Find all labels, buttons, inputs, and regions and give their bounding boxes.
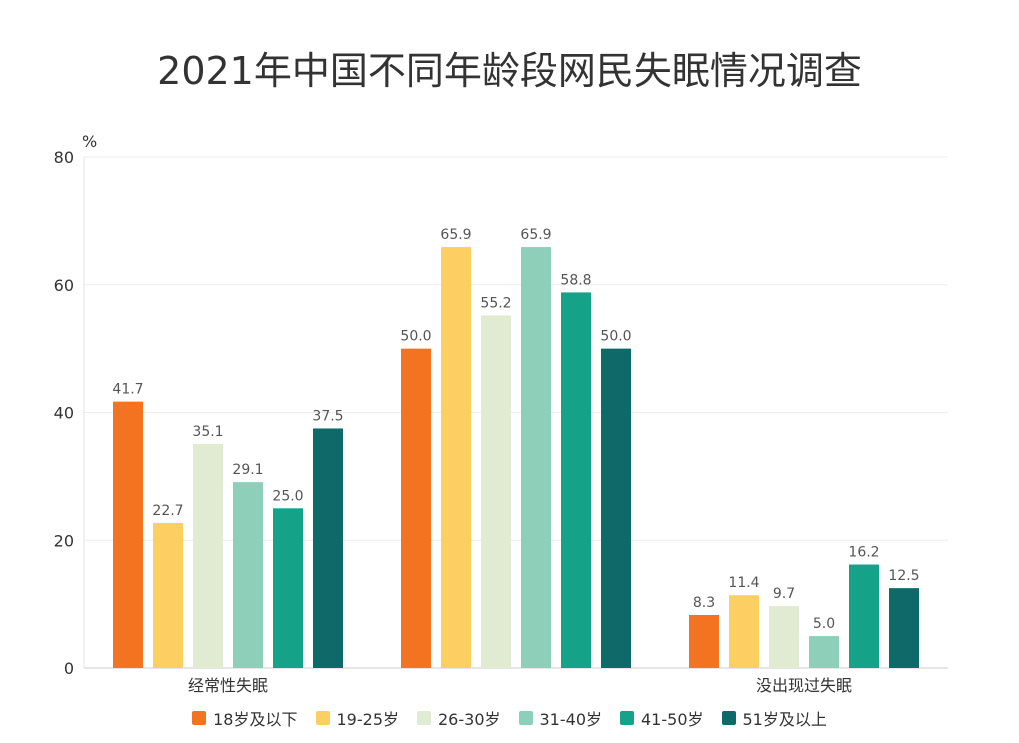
legend-item[interactable]: 31-40岁 — [518, 706, 603, 730]
bar — [769, 606, 799, 668]
data-label: 35.1 — [192, 424, 223, 440]
bar — [521, 247, 551, 668]
legend-label: 51岁及以上 — [742, 710, 827, 729]
legend-item[interactable]: 41-50岁 — [620, 706, 704, 730]
data-label: 55.2 — [480, 295, 511, 311]
bar — [601, 348, 631, 668]
x-tick-label: 没出现过失眠 — [756, 676, 852, 695]
data-label: 5.0 — [813, 616, 835, 632]
legend: 18岁及以下 19-25岁 26-30岁 31-40岁 41-50岁 51岁及以上 — [0, 706, 1019, 730]
bar — [113, 401, 143, 668]
bar — [193, 443, 223, 668]
bar — [313, 428, 343, 668]
legend-swatch — [315, 711, 330, 725]
chart-title: 2021年中国不同年龄段网民失眠情况调查 — [157, 49, 862, 93]
bar — [441, 247, 471, 668]
data-label: 11.4 — [728, 575, 759, 591]
bar — [153, 523, 183, 668]
bar — [561, 292, 591, 668]
bar — [729, 595, 759, 668]
bar — [689, 614, 719, 668]
data-label: 9.7 — [773, 586, 795, 602]
y-tick-label: 20 — [54, 531, 74, 550]
legend-label: 41-50岁 — [641, 710, 704, 729]
x-tick-label: 经常性失眠 — [188, 676, 268, 695]
data-label: 12.5 — [888, 568, 919, 584]
legend-swatch — [721, 711, 736, 725]
bar — [401, 348, 431, 668]
bar — [273, 508, 303, 668]
data-label: 29.1 — [232, 462, 263, 478]
data-label: 8.3 — [693, 595, 715, 611]
data-label: 50.0 — [600, 329, 631, 345]
bar — [481, 315, 511, 668]
data-label: 50.0 — [400, 329, 431, 345]
data-label: 41.7 — [112, 382, 143, 398]
legend-swatch — [518, 711, 533, 725]
legend-label: 19-25岁 — [336, 710, 400, 729]
data-label: 22.7 — [152, 503, 183, 519]
data-label: 65.9 — [440, 227, 471, 243]
bar — [889, 588, 919, 668]
data-label: 65.9 — [520, 227, 551, 243]
bar — [849, 564, 879, 668]
legend-label: 31-40岁 — [539, 710, 603, 729]
y-tick-label: 40 — [54, 404, 74, 423]
bar — [809, 636, 839, 668]
y-tick-label: 60 — [54, 276, 74, 295]
bar-chart-plot: 0 20 40 60 80% 41.7 22.7 35.1 29.1 25.0 37.5 经常性失眠 5… — [54, 132, 948, 695]
data-label: 25.0 — [272, 488, 303, 504]
legend-label: 18岁及以下 — [213, 710, 298, 729]
legend-item[interactable]: 18岁及以下 — [192, 706, 298, 730]
bar — [233, 482, 263, 668]
legend-item[interactable]: 51岁及以上 — [721, 706, 827, 730]
y-tick-label: 80 — [54, 148, 74, 167]
data-label: 58.8 — [560, 272, 591, 288]
data-label: 37.5 — [312, 408, 343, 424]
legend-item[interactable]: 26-30岁 — [417, 706, 501, 730]
legend-item[interactable]: 19-25岁 — [315, 706, 400, 730]
y-axis-label: % — [82, 132, 97, 151]
legend-swatch — [620, 711, 634, 725]
legend-swatch — [417, 711, 431, 725]
legend-label: 26-30岁 — [438, 710, 501, 729]
data-label: 16.2 — [848, 545, 879, 561]
y-tick-label: 0 — [64, 659, 74, 678]
legend-swatch — [192, 711, 207, 725]
